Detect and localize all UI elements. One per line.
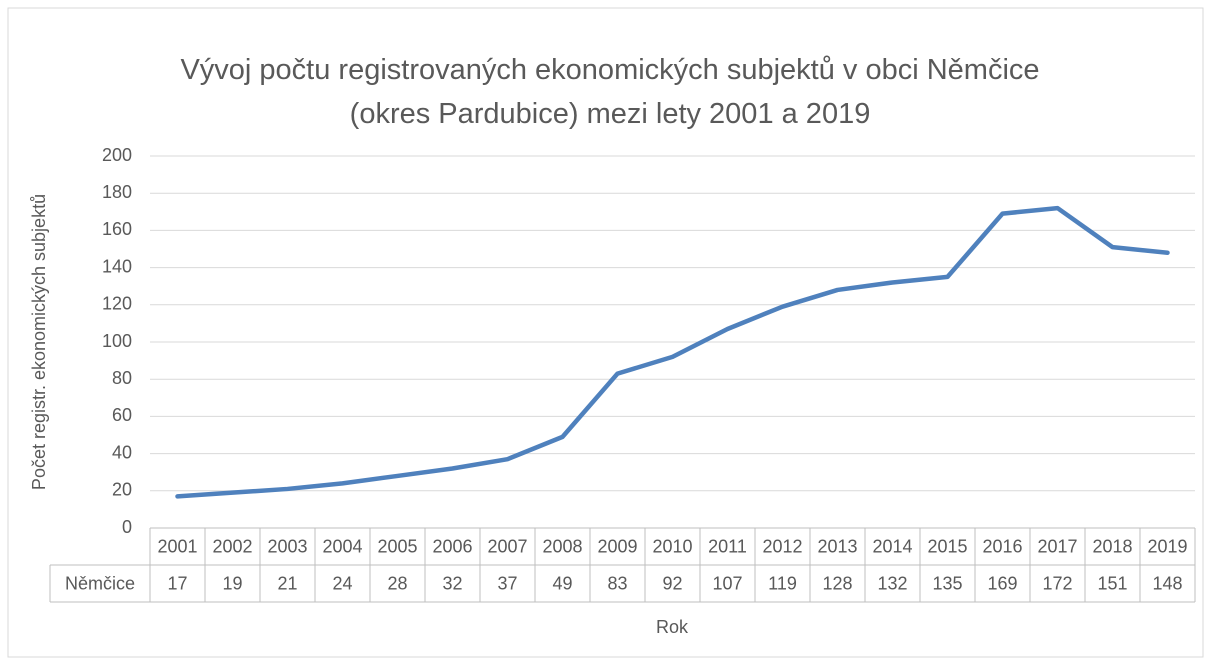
x-tick-label: 2012 (762, 536, 802, 556)
x-tick-label: 2008 (542, 536, 582, 556)
x-tick-label: 2018 (1092, 536, 1132, 556)
table-value: 83 (607, 573, 627, 593)
table-value: 19 (222, 573, 242, 593)
x-tick-label: 2013 (817, 536, 857, 556)
table-value: 92 (662, 573, 682, 593)
table-value: 32 (442, 573, 462, 593)
y-tick-label: 160 (102, 219, 132, 239)
chart-border (7, 7, 1204, 658)
table-value: 49 (552, 573, 572, 593)
table-value: 132 (877, 573, 907, 593)
y-tick-label: 80 (112, 368, 132, 388)
y-tick-label: 180 (102, 182, 132, 202)
y-tick-label: 0 (122, 517, 132, 537)
y-tick-label: 200 (102, 145, 132, 165)
x-tick-label: 2011 (708, 536, 747, 556)
x-tick-label: 2017 (1037, 536, 1077, 556)
y-tick-label: 20 (112, 480, 132, 500)
x-tick-label: 2016 (982, 536, 1022, 556)
table-value: 135 (932, 573, 962, 593)
table-value: 37 (497, 573, 517, 593)
x-tick-label: 2009 (597, 536, 637, 556)
x-tick-label: 2002 (212, 536, 252, 556)
table-value: 172 (1042, 573, 1072, 593)
table-value: 24 (332, 573, 352, 593)
x-tick-label: 2015 (927, 536, 967, 556)
table-value: 17 (167, 573, 187, 593)
x-tick-label: 2001 (157, 536, 197, 556)
table-value: 148 (1152, 573, 1182, 593)
x-tick-label: 2010 (652, 536, 692, 556)
y-axis-label: Počet registr. ekonomických subjektů (29, 194, 49, 490)
y-tick-label: 40 (112, 442, 132, 462)
table-value: 151 (1097, 573, 1127, 593)
table-value: 107 (712, 573, 742, 593)
x-tick-label: 2003 (267, 536, 307, 556)
y-tick-label: 120 (102, 294, 132, 314)
table-value: 119 (768, 573, 797, 593)
x-tick-label: 2019 (1147, 536, 1187, 556)
x-tick-label: 2014 (872, 536, 912, 556)
x-axis-label: Rok (656, 617, 689, 637)
x-tick-label: 2006 (432, 536, 472, 556)
y-tick-label: 140 (102, 256, 132, 276)
table-value: 21 (277, 573, 297, 593)
legend-label: Němčice (65, 573, 135, 593)
x-tick-label: 2005 (377, 536, 417, 556)
y-tick-label: 100 (102, 331, 132, 351)
x-tick-label: 2007 (487, 536, 527, 556)
chart-title: Vývoj počtu registrovaných ekonomických … (180, 54, 1040, 130)
table-value: 28 (387, 573, 407, 593)
table-value: 169 (987, 573, 1017, 593)
x-tick-label: 2004 (322, 536, 362, 556)
y-tick-label: 60 (112, 405, 132, 425)
table-value: 128 (822, 573, 852, 593)
series-line (175, 205, 1170, 499)
